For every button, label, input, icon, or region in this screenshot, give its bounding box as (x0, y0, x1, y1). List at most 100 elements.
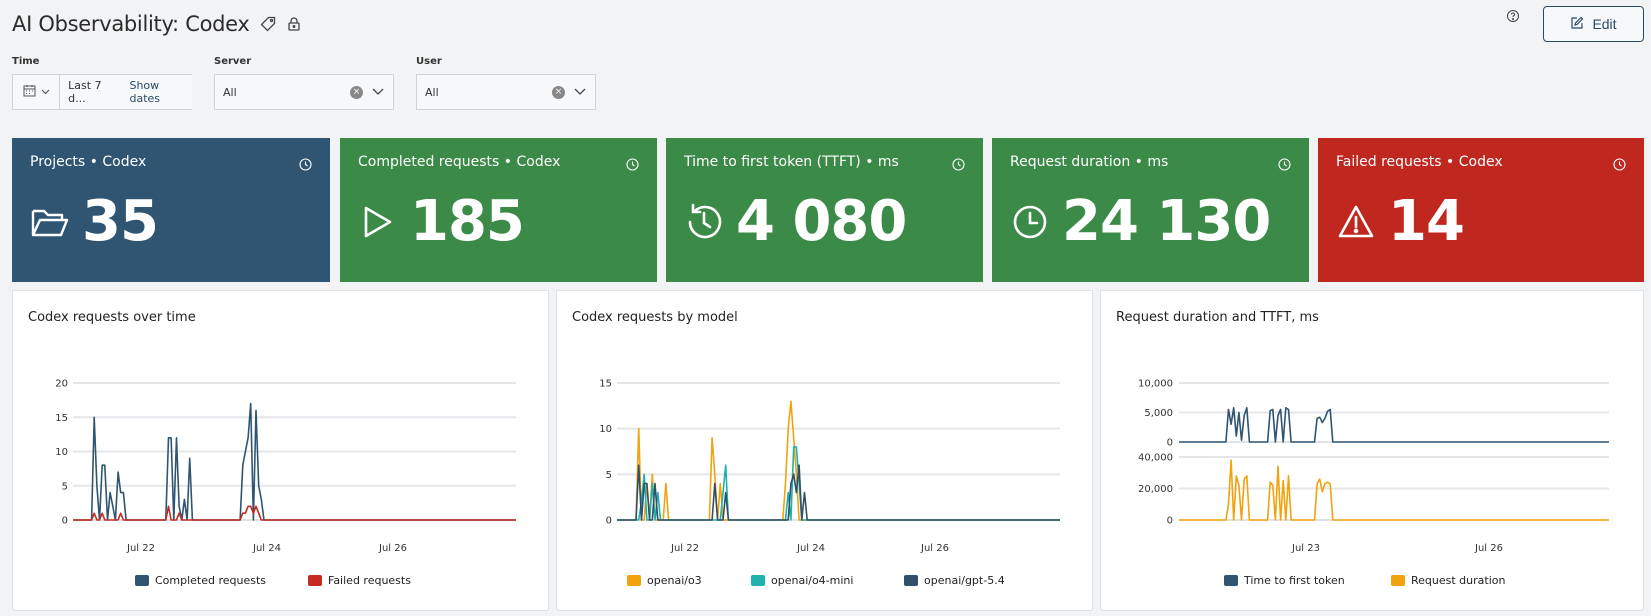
server-filter: Server All × (214, 56, 394, 110)
clock-icon (299, 156, 312, 171)
edit-icon (1570, 16, 1584, 33)
clear-icon[interactable]: × (350, 86, 363, 99)
kpi-title: Projects • Codex (30, 154, 147, 170)
warning-icon (1336, 202, 1376, 242)
kpi-tile-request-duration[interactable]: Request duration • ms 24 130 (992, 138, 1309, 282)
legend-swatch (308, 575, 322, 586)
server-select[interactable]: All × (214, 74, 394, 110)
panel-requests-by-model[interactable]: 0 5 10 15 Jul 22 Jul 24 Jul 26 openai/o3 openai/… (556, 290, 1093, 611)
panel-title: Request duration and TTFT, ms (1116, 310, 1319, 325)
legend-item[interactable]: openai/o4-mini (771, 574, 853, 587)
page-title: AI Observability: Codex (12, 12, 250, 36)
chevron-down-icon (41, 86, 50, 99)
kpi-tile-failed-requests[interactable]: Failed requests • Codex 14 (1318, 138, 1644, 282)
help-icon[interactable] (1506, 8, 1520, 22)
y-tick-label: 15 (599, 379, 612, 390)
kpi-value: 14 (1388, 189, 1465, 254)
clock-icon (626, 156, 639, 171)
calendar-icon (23, 84, 36, 100)
x-tick-label: Jul 26 (378, 543, 407, 554)
clock-icon (1010, 202, 1050, 242)
time-range-value[interactable]: Last 7 d... (68, 79, 102, 105)
requests-over-time-chart: 0 5 10 15 20 Jul 22 Jul 24 Jul 26 Completed requ… (55, 379, 516, 587)
legend-swatch (627, 575, 641, 586)
kpi-value: 4 080 (736, 189, 907, 254)
lock-icon[interactable] (286, 16, 302, 32)
y-tick-label: 10 (599, 424, 612, 435)
legend-item[interactable]: Time to first token (1243, 574, 1345, 587)
calendar-dropdown[interactable] (13, 75, 61, 109)
y-tick-label: 5 (62, 481, 68, 492)
panel-duration-ttft[interactable]: 0 5,000 10,000 0 20,000 40,000 Jul 23 Jul 26 Tim… (1100, 290, 1644, 611)
y-tick-label: 0 (606, 516, 612, 527)
kpi-tile-completed-requests[interactable]: Completed requests • Codex 185 (340, 138, 657, 282)
duration-ttft-chart: 0 5,000 10,000 0 20,000 40,000 Jul 23 Jul 26 Tim… (1138, 379, 1609, 587)
requests-by-model-chart: 0 5 10 15 Jul 22 Jul 24 Jul 26 openai/o3 openai/… (599, 379, 1060, 587)
clock-icon (952, 156, 965, 171)
y-tick-label: 20,000 (1138, 484, 1173, 495)
y-tick-label: 0 (1167, 438, 1173, 449)
series-line-2 (617, 464, 1060, 521)
history-icon (684, 202, 724, 242)
x-tick-label: Jul 26 (920, 543, 949, 554)
server-filter-label: Server (214, 56, 252, 67)
x-tick-label: Jul 23 (1291, 543, 1320, 554)
kpi-value: 35 (82, 189, 159, 254)
y-tick-label: 5,000 (1144, 408, 1173, 419)
legend-swatch (135, 575, 149, 586)
series-line-1-0 (1179, 459, 1609, 521)
y-tick-label: 0 (1167, 516, 1173, 527)
kpi-value: 185 (410, 189, 525, 254)
y-tick-label: 10 (55, 447, 68, 458)
time-filter: Time Last 7 d... Show dates (12, 56, 192, 110)
series-line-1 (73, 505, 516, 521)
clock-icon (1278, 156, 1291, 171)
legend-item[interactable]: Request duration (1411, 574, 1505, 587)
user-select[interactable]: All × (416, 74, 596, 110)
chevron-down-icon[interactable] (573, 84, 587, 98)
legend-item[interactable]: Completed requests (155, 574, 266, 587)
play-icon (358, 202, 398, 242)
edit-button-label: Edit (1592, 16, 1617, 32)
kpi-title: Request duration • ms (1010, 154, 1169, 170)
kpi-title: Failed requests • Codex (1336, 154, 1503, 170)
time-filter-box: Last 7 d... Show dates (12, 74, 192, 110)
clock-icon (1613, 156, 1626, 171)
kpi-title: Time to first token (TTFT) • ms (684, 154, 899, 170)
dashboard-header: AI Observability: Codex (12, 8, 302, 40)
legend-item[interactable]: Failed requests (328, 574, 411, 587)
user-select-value: All (425, 85, 439, 99)
panel-title: Codex requests over time (28, 310, 196, 325)
y-tick-label: 0 (62, 516, 68, 527)
panel-title: Codex requests by model (572, 310, 738, 325)
series-line-1 (617, 446, 1060, 521)
panel-requests-over-time[interactable]: 0 5 10 15 20 Jul 22 Jul 24 Jul 26 Completed requ… (12, 290, 549, 611)
legend-swatch (751, 575, 765, 586)
legend-swatch (904, 575, 918, 586)
x-tick-label: Jul 22 (670, 543, 699, 554)
legend-item[interactable]: openai/o3 (647, 574, 702, 587)
x-tick-label: Jul 24 (796, 543, 825, 554)
series-line-0 (73, 402, 516, 521)
legend-item[interactable]: openai/gpt-5.4 (924, 574, 1005, 587)
user-filter-label: User (416, 56, 442, 67)
y-tick-label: 10,000 (1138, 379, 1173, 390)
x-tick-label: Jul 24 (252, 543, 281, 554)
chevron-down-icon[interactable] (371, 84, 385, 98)
show-dates-link[interactable]: Show dates (129, 79, 161, 105)
x-tick-label: Jul 26 (1474, 543, 1503, 554)
y-tick-label: 15 (55, 413, 68, 424)
user-filter: User All × (416, 56, 596, 110)
tag-icon[interactable] (260, 16, 276, 32)
legend-swatch (1391, 575, 1405, 586)
y-tick-label: 20 (55, 379, 68, 390)
clear-icon[interactable]: × (552, 86, 565, 99)
folder-icon (30, 202, 70, 242)
kpi-tile-projects[interactable]: Projects • Codex 35 (12, 138, 330, 282)
kpi-tile-ttft[interactable]: Time to first token (TTFT) • ms 4 080 (666, 138, 983, 282)
edit-button[interactable]: Edit (1543, 6, 1644, 42)
kpi-value: 24 130 (1062, 189, 1271, 254)
x-tick-label: Jul 22 (126, 543, 155, 554)
series-line-0 (617, 400, 1060, 521)
y-tick-label: 40,000 (1138, 453, 1173, 464)
